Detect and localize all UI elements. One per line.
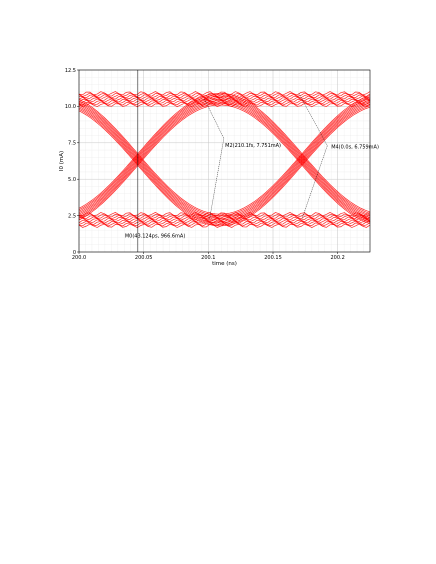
falling-edge-trace — [219, 101, 371, 221]
falling-edge-trace — [78, 104, 220, 221]
rising-edge-trace — [78, 101, 220, 218]
x-tick-label: 200.1 — [201, 255, 215, 261]
falling-edge-trace — [78, 100, 220, 216]
x-tick-label: 200.0 — [72, 255, 86, 261]
y-tick-label: 7.5 — [68, 141, 76, 147]
falling-edge-trace — [219, 97, 371, 217]
rising-edge-trace — [78, 94, 220, 211]
rising-edge-trace — [78, 97, 220, 213]
y-tick-label: 0 — [73, 250, 76, 256]
x-tick-label: 200.15 — [264, 255, 282, 261]
x-tick-label: 200.2 — [331, 255, 345, 261]
rising-edge-trace — [78, 95, 220, 212]
rising-edge-trace — [219, 99, 371, 219]
falling-edge-trace — [78, 106, 220, 222]
rising-edge-trace — [78, 98, 220, 215]
falling-edge-trace — [219, 94, 371, 214]
marker-m2-leader-top — [204, 99, 225, 139]
marker-m2-leader-bottom — [209, 138, 225, 219]
x-axis-label: time (ns) — [212, 261, 237, 267]
low-level-trace — [78, 212, 371, 217]
rising-edge-trace — [78, 92, 220, 209]
low-level-trace — [78, 219, 371, 224]
eye-traces — [78, 91, 371, 228]
y-tick-label: 12.5 — [65, 68, 76, 74]
falling-edge-trace — [219, 100, 371, 220]
rising-edge-trace — [78, 100, 220, 216]
rising-edge-trace — [219, 103, 371, 224]
marker-m2-label: M2(210.1fs, 7.751mA) — [225, 143, 281, 149]
falling-edge-trace — [219, 95, 371, 216]
high-level-trace — [78, 96, 371, 102]
axis-ticks: 200.0 200.05 200.1 200.15 200.2 0 2.5 5.0 7.5 10.… — [65, 68, 345, 261]
y-tick-label: 2.5 — [68, 213, 76, 219]
high-level-trace — [78, 102, 371, 108]
low-level-trace — [78, 216, 371, 221]
rising-edge-trace — [219, 96, 371, 216]
falling-edge-trace — [78, 109, 220, 225]
falling-edge-trace — [219, 98, 371, 219]
low-level-trace — [78, 214, 371, 220]
high-level-trace — [78, 92, 371, 97]
rising-edge-trace — [219, 98, 371, 218]
rising-edge-trace — [219, 101, 371, 221]
falling-edge-trace — [78, 98, 220, 215]
marker-cursors: M0(43.124ps, 966.6mA) M2(210.1fs, 7.751mA… — [125, 70, 379, 252]
marker-m4-leader-bottom — [301, 145, 328, 219]
rising-edge-trace — [78, 103, 220, 219]
y-axis-label: I0 (mA) — [59, 151, 65, 171]
low-level-trace — [78, 217, 371, 223]
falling-edge-trace — [219, 104, 371, 224]
falling-edge-trace — [219, 92, 371, 213]
y-tick-label: 5.0 — [68, 177, 76, 183]
plot-frame — [78, 69, 371, 253]
x-tick-label: 200.05 — [135, 255, 153, 261]
marker-m0-label: M0(43.124ps, 966.6mA) — [125, 233, 186, 239]
rising-edge-trace — [78, 104, 220, 221]
y-tick-label: 10.0 — [65, 104, 76, 110]
falling-edge-trace — [78, 103, 220, 219]
high-level-trace — [78, 98, 371, 103]
falling-edge-trace — [78, 101, 220, 218]
rising-edge-trace — [219, 105, 371, 225]
high-level-trace — [78, 91, 371, 96]
rising-edge-trace — [219, 95, 371, 215]
falling-edge-trace — [219, 103, 371, 223]
marker-m4-label: M4(0.0s, 6.759mA) — [331, 145, 379, 151]
